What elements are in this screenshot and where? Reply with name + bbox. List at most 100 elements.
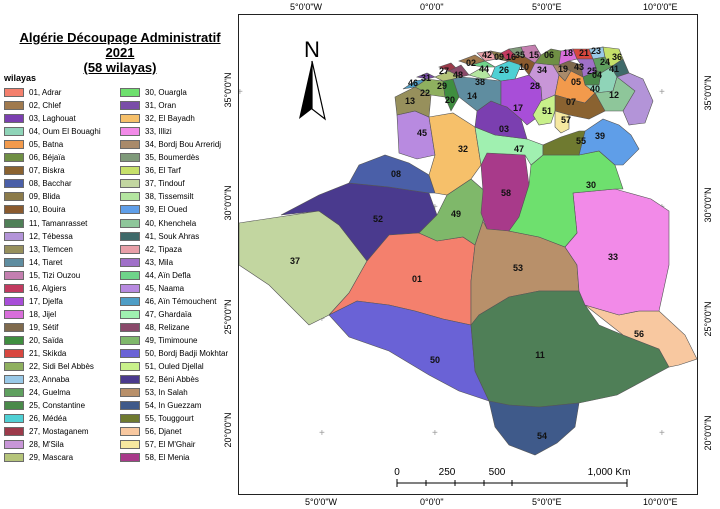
legend-swatch [120, 101, 140, 111]
svg-text:+: + [239, 87, 243, 98]
legend-swatch [120, 88, 140, 97]
label-28: 28 [530, 81, 540, 91]
coord-top-0: 0°0'0" [420, 2, 444, 12]
legend-label: 29, Mascara [29, 453, 74, 463]
svg-text:+: + [659, 428, 665, 439]
legend-label: 43, Mila [145, 257, 174, 267]
region-32[interactable] [428, 112, 482, 196]
label-56: 56 [634, 329, 644, 339]
map-title-line2: (58 wilayas) [83, 60, 157, 75]
label-53: 53 [513, 263, 523, 273]
region-54[interactable] [488, 400, 580, 456]
label-05: 05 [571, 77, 581, 87]
legend-label: 21, Skikda [29, 349, 67, 358]
legend-label: 40, Khenchela [145, 218, 197, 228]
legend-label: 07, Biskra [29, 166, 65, 176]
label-18: 18 [563, 48, 573, 58]
legend-label: 47, Ghardaïa [145, 309, 192, 319]
map-frame: + + + + + + + + + + + + + + [237, 14, 698, 495]
label-26: 26 [499, 65, 509, 75]
label-54: 54 [537, 431, 547, 441]
legend-swatch [4, 388, 24, 398]
legend-label: 10, Bouira [29, 205, 66, 215]
legend-label: 19, Sétif [29, 322, 59, 332]
legend-label: 38, Tissemsilt [145, 192, 194, 202]
legend-label: 51, Ouled Djellal [145, 362, 204, 372]
legend-label: 03, Laghouat [29, 114, 76, 124]
legend-label: 56, Djanet [145, 427, 182, 437]
region-17[interactable] [500, 74, 544, 126]
label-36: 36 [612, 52, 622, 62]
legend-swatch [4, 427, 24, 437]
legend-swatch [120, 166, 140, 176]
label-19: 19 [558, 64, 568, 74]
coord-bottom-0: 0°0'0" [420, 497, 444, 507]
label-50: 50 [430, 355, 440, 365]
label-43: 43 [574, 62, 584, 72]
label-38: 38 [475, 77, 485, 87]
label-16: 16 [506, 52, 516, 62]
legend-label: 06, Béjaïa [29, 153, 66, 163]
legend-swatch [120, 244, 140, 254]
legend-label: 33, Illizi [145, 127, 172, 137]
legend-label: 09, Blida [29, 192, 61, 202]
scale-tick-500: 500 [489, 467, 506, 478]
legend-swatch [120, 427, 140, 437]
region-55[interactable] [542, 130, 586, 156]
region-57[interactable] [554, 110, 570, 134]
region-12[interactable] [616, 72, 654, 126]
legend-swatch [120, 335, 140, 345]
scale-bar: 0 250 500 1,000 Km [394, 467, 630, 487]
label-39: 39 [595, 131, 605, 141]
label-12: 12 [609, 90, 619, 100]
label-42: 42 [482, 50, 492, 60]
legend-swatch [4, 375, 24, 385]
legend-swatch [4, 101, 24, 111]
legend-swatch [4, 296, 24, 306]
label-41: 41 [609, 64, 619, 74]
label-51: 51 [542, 106, 552, 116]
region-18[interactable] [558, 48, 578, 66]
label-34: 34 [537, 65, 547, 75]
legend-label: 23, Annaba [29, 375, 70, 385]
map-svg: + + + + + + + + + + + + + + [237, 37, 698, 487]
label-23: 23 [591, 46, 601, 56]
legend-label: 20, Saïda [29, 335, 64, 345]
label-08: 08 [391, 169, 401, 179]
wilaya-regions [238, 44, 698, 456]
coord-right-35n: 35°0'0"N [703, 75, 713, 111]
label-17: 17 [513, 103, 523, 113]
region-51[interactable] [532, 94, 556, 126]
svg-text:+: + [432, 202, 438, 213]
legend-label: 50, Bordj Badji Mokhtar [145, 349, 229, 358]
legend-label: 54, In Guezzam [145, 401, 202, 411]
legend-swatch [4, 414, 24, 424]
legend-label: 17, Djelfa [29, 296, 63, 306]
legend-swatch [120, 140, 140, 150]
svg-text:+: + [432, 428, 438, 439]
legend-swatch [120, 179, 140, 189]
legend-swatch [120, 362, 140, 372]
label-48: 48 [453, 70, 463, 80]
label-11: 11 [535, 350, 545, 360]
label-35: 35 [515, 50, 525, 60]
legend-label: 24, Guelma [29, 388, 71, 398]
region-39[interactable] [578, 118, 640, 166]
map-title: Algérie Découpage Administratif 2021 (58… [4, 30, 236, 75]
legend-swatch [4, 440, 24, 450]
legend-label: 30, Ouargla [145, 88, 187, 97]
coord-bottom-10e: 10°0'0"E [643, 497, 678, 507]
legend-label: 26, Médéa [29, 414, 67, 424]
label-09: 09 [494, 52, 504, 62]
legend-swatch [120, 270, 140, 280]
legend-swatch [4, 283, 24, 293]
svg-text:+: + [319, 314, 325, 325]
label-40: 40 [590, 84, 600, 94]
legend-label: 36, El Tarf [145, 166, 181, 176]
coord-bottom-5w: 5°0'0"W [305, 497, 338, 507]
legend-swatch [4, 114, 24, 124]
label-13: 13 [405, 96, 415, 106]
label-47: 47 [514, 144, 524, 154]
legend-swatch [4, 218, 24, 228]
legend-swatch [120, 349, 140, 358]
